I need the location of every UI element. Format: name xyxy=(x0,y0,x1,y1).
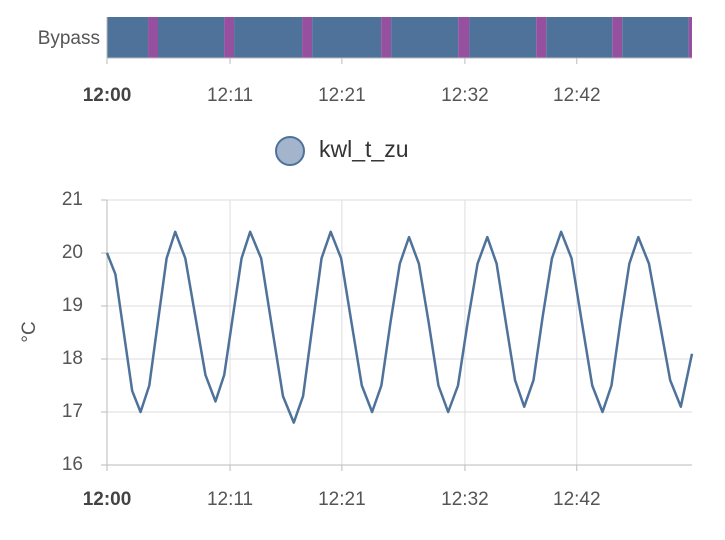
timeline-segment xyxy=(546,17,613,58)
timeline-segment xyxy=(381,17,392,58)
y-tick-label: 19 xyxy=(62,295,83,316)
y-tick-label: 20 xyxy=(62,242,83,263)
y-axis-label: °C xyxy=(19,321,40,342)
timeline-segment xyxy=(469,17,537,58)
legend-label[interactable]: kwl_t_zu xyxy=(319,136,408,162)
y-tick-label: 17 xyxy=(62,401,83,422)
timeline-segment xyxy=(148,17,159,58)
legend-marker[interactable] xyxy=(275,136,305,166)
y-tick-label: 16 xyxy=(62,454,83,475)
timeline-segment xyxy=(158,17,225,58)
x-tick-label: 12:42 xyxy=(553,489,601,510)
x-tick-label: 12:32 xyxy=(441,489,489,510)
timeline-segment xyxy=(612,17,623,58)
timeline-segment xyxy=(391,17,459,58)
timeline-segment xyxy=(312,17,382,58)
x-tick-label: 12:21 xyxy=(318,85,366,106)
x-tick-label: 12:11 xyxy=(207,85,253,106)
timeline-label: Bypass xyxy=(38,28,100,49)
data-line xyxy=(105,230,694,424)
timeline-segment xyxy=(234,17,303,58)
x-tick-label: 12:00 xyxy=(83,85,132,106)
y-tick-label: 18 xyxy=(62,348,83,369)
y-tick-label: 21 xyxy=(62,189,83,210)
x-tick-label: 12:21 xyxy=(318,489,366,510)
x-tick-label: 12:11 xyxy=(207,489,253,510)
timeline-segment xyxy=(688,17,692,58)
timeline-segment xyxy=(536,17,547,58)
x-tick-label: 12:32 xyxy=(441,85,489,106)
x-tick-label: 12:42 xyxy=(553,85,601,106)
timeline-segment xyxy=(458,17,470,58)
x-tick-label: 12:00 xyxy=(83,489,132,510)
timeline-segment xyxy=(622,17,689,58)
timeline-segment xyxy=(224,17,235,58)
timeline-segment xyxy=(302,17,313,58)
timeline-segment xyxy=(107,17,149,58)
